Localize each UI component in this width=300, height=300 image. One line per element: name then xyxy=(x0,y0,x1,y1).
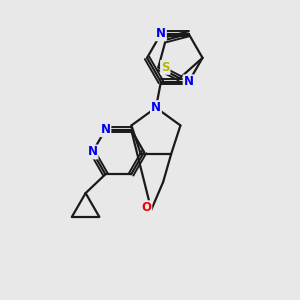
Text: N: N xyxy=(151,101,161,114)
Text: O: O xyxy=(141,201,151,214)
Text: N: N xyxy=(156,27,166,40)
Text: N: N xyxy=(184,75,194,88)
Text: S: S xyxy=(161,61,170,74)
Text: N: N xyxy=(100,123,110,136)
Text: N: N xyxy=(88,146,98,158)
